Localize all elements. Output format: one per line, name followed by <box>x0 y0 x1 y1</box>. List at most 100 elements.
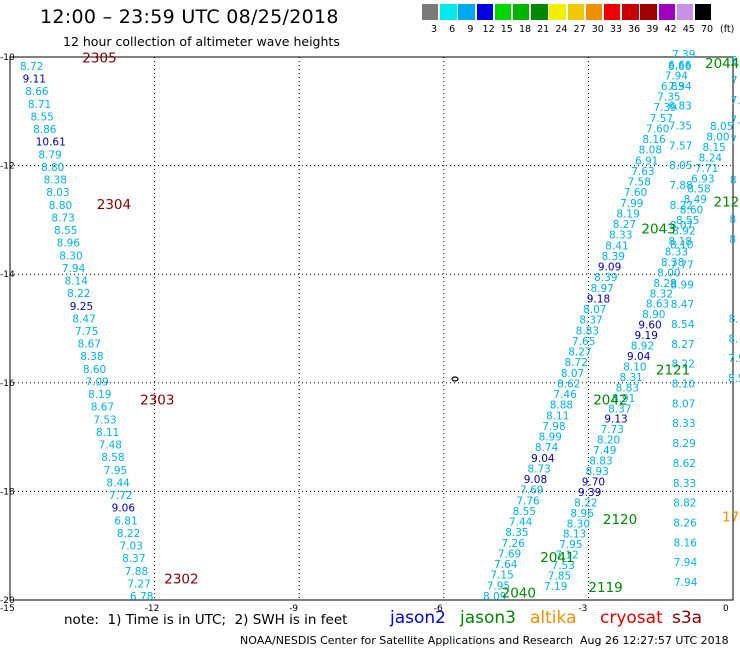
swh-value-track-c: 7.57 <box>669 140 692 152</box>
pass-number-label: 2302 <box>164 572 198 588</box>
swh-value-track-c: 8.62 <box>673 458 696 470</box>
swh-value-left-track: 8.03 <box>46 187 69 199</box>
swh-value-left-track: 7.94 <box>62 263 86 275</box>
legend-label: 15 <box>500 24 513 35</box>
swh-value-left-track: 8.38 <box>44 175 67 187</box>
swh-value-left-track: 7.03 <box>120 541 143 553</box>
swh-value-track-b: 9.19 <box>635 330 658 342</box>
swh-value-track-b: 8.96 <box>570 508 594 520</box>
swh-value-left-track: 7.75 <box>75 326 98 338</box>
swh-value-left-track: 8.67 <box>91 402 114 414</box>
legend-swatch <box>458 4 476 20</box>
swh-value-track-a: 7.94 <box>665 70 689 82</box>
satellite-legend-s3a: s3a <box>672 608 703 628</box>
swh-value-track-b: 8.24 <box>699 152 723 164</box>
swh-value-track-a: 6.83 <box>661 81 684 93</box>
swh-value-track-c: 8.22 <box>670 200 693 212</box>
swh-value-track-c: 7.94 <box>674 557 698 569</box>
swh-value-track-a: 8.55 <box>513 506 536 518</box>
swh-value-right-edge: 6 <box>731 55 738 67</box>
swh-value-track-a: 9.09 <box>598 262 621 274</box>
swh-value-track-b: 8.30 <box>567 518 590 530</box>
swh-value-track-a: 8.39 <box>594 272 617 284</box>
swh-value-left-track: 8.22 <box>67 288 90 300</box>
swh-value-track-a: 6.91 <box>635 155 658 167</box>
swh-value-track-a: 8.62 <box>557 378 580 390</box>
swh-value-left-track: 7.53 <box>93 414 116 426</box>
swh-value-track-a: 8.27 <box>613 219 636 231</box>
legend-swatch <box>531 4 549 20</box>
swh-value-track-b: 8.20 <box>597 435 620 447</box>
swh-value-track-b: 7.49 <box>593 445 616 457</box>
swh-value-track-b: 7.73 <box>601 424 624 436</box>
swh-value-right-edge: 7.3 <box>730 115 740 127</box>
swh-value-track-b: 8.38 <box>661 257 684 269</box>
swh-value-left-track: 10.61 <box>36 137 66 149</box>
swh-value-track-c: 8.33 <box>673 478 696 490</box>
lat-tick-label: -14 <box>0 270 15 280</box>
swh-value-track-a: 8.73 <box>527 463 550 475</box>
pass-number-label: 2305 <box>82 50 116 66</box>
swh-value-track-b: 8.32 <box>650 288 673 300</box>
swh-value-track-a: 8.16 <box>642 134 666 146</box>
swh-value-left-track: 8.80 <box>49 200 72 212</box>
swh-value-left-track: 8.86 <box>33 124 57 136</box>
swh-value-left-track: 7.95 <box>104 465 127 477</box>
swh-value-track-a: 8.09 <box>483 591 506 603</box>
swh-value-left-track: 8.71 <box>28 99 51 111</box>
swh-value-track-a: 7.60 <box>624 187 647 199</box>
swh-value-track-b: 7.12 <box>555 550 578 562</box>
pass-number-label: 17 <box>722 509 739 525</box>
swh-value-left-track: 8.66 <box>25 86 49 98</box>
swh-value-track-a: 6.66 <box>668 60 692 72</box>
swh-value-track-b: 6.93 <box>691 173 714 185</box>
swh-value-track-b: 8.00 <box>706 131 729 143</box>
swh-value-track-a: 8.83 <box>576 325 599 337</box>
swh-value-track-c: 7.94 <box>668 81 692 93</box>
swh-value-track-c: 8.16 <box>674 537 698 549</box>
swh-value-track-a: 7.39 <box>672 49 695 61</box>
swh-value-track-c: 8.26 <box>673 517 697 529</box>
swh-value-track-a: 8.33 <box>609 230 632 242</box>
legend-label: 39 <box>646 24 659 35</box>
swh-value-track-a: 8.37 <box>579 315 602 327</box>
legend-label: 33 <box>609 24 623 35</box>
legend-label: 24 <box>555 24 568 35</box>
swh-value-left-track: 7.72 <box>109 490 132 502</box>
swh-value-track-c: 8.47 <box>671 299 694 311</box>
swh-value-right-edge: 8. <box>728 333 738 345</box>
swh-value-track-c: 8.05 <box>669 160 692 172</box>
legend-label: 18 <box>518 24 532 35</box>
legend-label: 45 <box>682 24 695 35</box>
swh-value-track-a: 7.15 <box>490 570 513 582</box>
swh-value-right-edge: 8 <box>730 214 737 226</box>
swh-value-track-a: 8.72 <box>565 357 588 369</box>
swh-value-right-edge: 8. <box>729 313 739 325</box>
swh-value-track-a: 7.44 <box>509 517 533 529</box>
pass-number-label: 2043 <box>641 221 675 237</box>
swh-value-track-a: 7.98 <box>542 421 565 433</box>
swh-value-left-track: 9.25 <box>70 301 93 313</box>
note-text: note: 1) Time is in UTC; 2) SWH is in fe… <box>64 612 348 628</box>
swh-value-track-b: 7.85 <box>548 571 571 583</box>
swh-value-left-track: 8.80 <box>41 162 64 174</box>
swh-value-left-track: 8.55 <box>30 111 53 123</box>
swh-value-right-edge: 8.5 <box>728 373 740 385</box>
swh-value-track-a: 8.39 <box>602 251 625 263</box>
legend-swatch <box>476 4 494 20</box>
legend-swatch <box>494 4 513 20</box>
swh-value-left-track: 7.27 <box>127 578 150 590</box>
swh-value-track-a: 8.35 <box>505 527 528 539</box>
swh-value-track-a: 9.08 <box>524 474 547 486</box>
legend-swatch <box>658 4 676 20</box>
swh-value-right-edge: 7 <box>731 75 738 87</box>
swh-value-track-b: 7.95 <box>559 539 582 551</box>
swh-value-track-b: 8.22 <box>574 497 597 509</box>
pass-number-label: 2120 <box>603 512 637 528</box>
swh-value-track-b: 8.91 <box>612 393 635 405</box>
lat-tick-label: -16 <box>0 379 15 389</box>
lat-tick-label: -18 <box>0 487 15 497</box>
swh-value-left-track: 8.47 <box>72 313 95 325</box>
swh-value-left-track: 6.78 <box>130 591 153 603</box>
